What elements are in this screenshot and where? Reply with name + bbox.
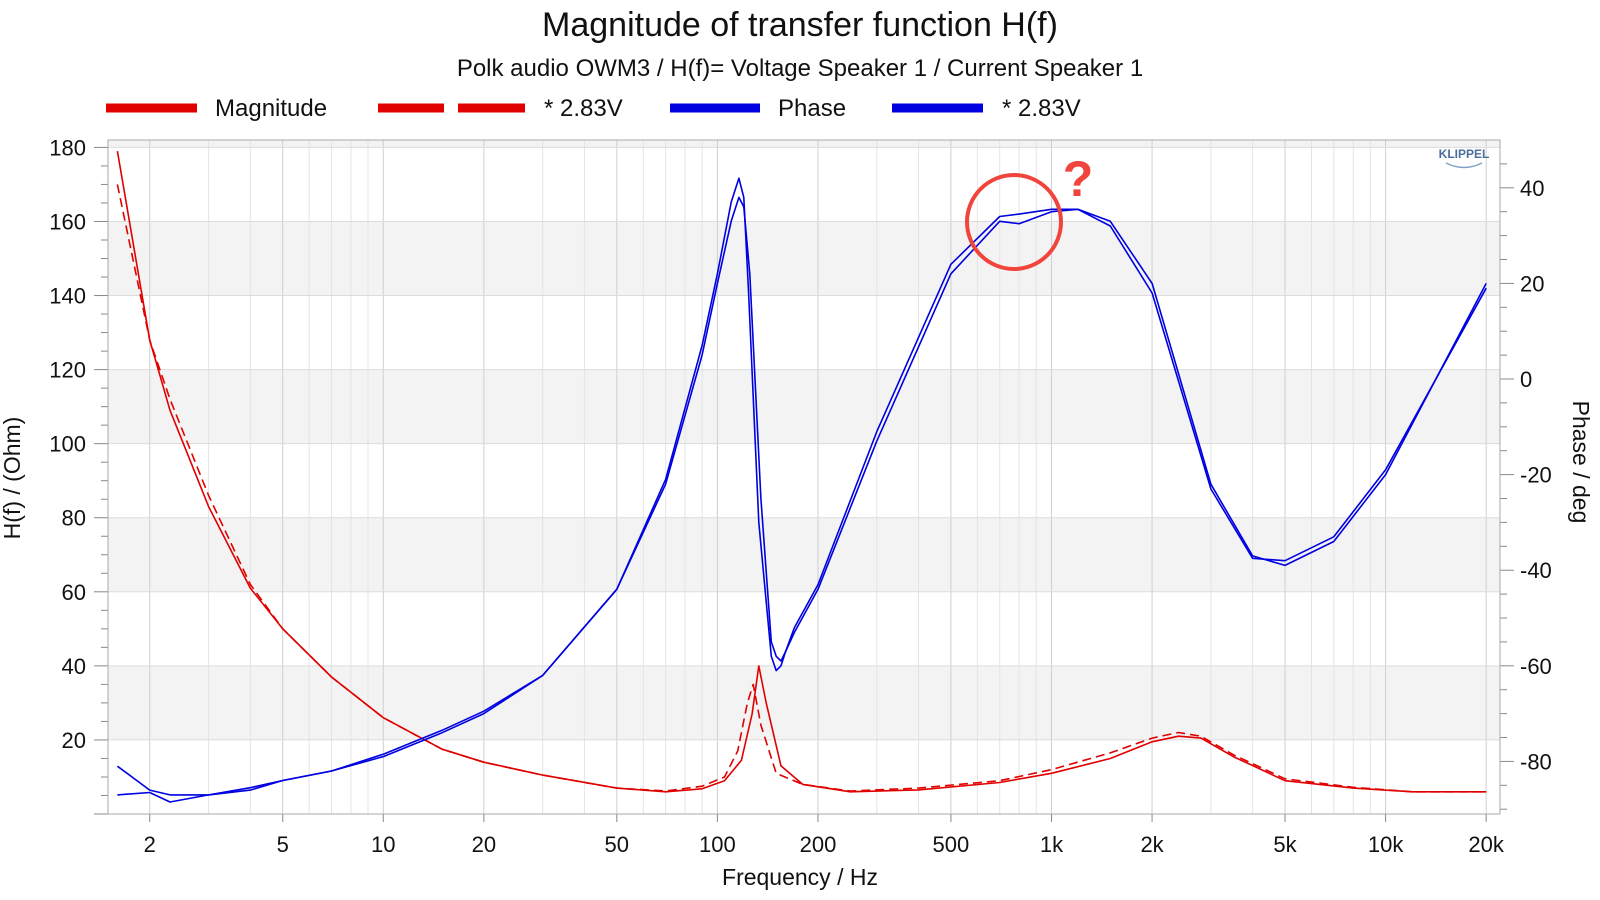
band-140 — [108, 221, 1500, 296]
y2-tick-label-0: 0 — [1520, 367, 1532, 392]
plot-frame — [107, 139, 1501, 815]
x-tick-label-50: 50 — [605, 832, 629, 857]
y2-tick-label-40: 40 — [1520, 176, 1544, 201]
y-axis-title: H(f) / (Ohm) — [0, 417, 25, 540]
y-tick-label-80: 80 — [62, 506, 86, 531]
y2-tick-label--20: -20 — [1520, 463, 1552, 488]
y-tick-label-120: 120 — [49, 358, 86, 383]
x-axis-tick-labels: 2 5 10 20 50 100 200 500 1k 2k 5k 10k 20k — [144, 832, 1505, 857]
legend-label-3: * 2.83V — [1002, 95, 1081, 122]
band-20 — [108, 665, 1500, 740]
klippel-logo: KLIPPEL — [1439, 147, 1490, 169]
band-120 — [108, 295, 1500, 370]
y2-tick-label--60: -60 — [1520, 654, 1552, 679]
axis-ticks — [94, 146, 1514, 822]
x-axis-title: Frequency / Hz — [722, 864, 878, 890]
series-line-magnitude-0 — [116, 150, 1487, 793]
grid-lines — [108, 140, 1500, 814]
x-tick-label-5k: 5k — [1273, 832, 1297, 857]
legend-label-0: Magnitude — [215, 95, 327, 122]
question-annotation: ? — [965, 151, 1094, 271]
band-0 — [108, 739, 1500, 814]
chart-title: Magnitude of transfer function H(f) — [542, 6, 1058, 44]
x-tick-label-100: 100 — [699, 832, 736, 857]
x-tick-label-200: 200 — [800, 832, 837, 857]
series-line-phase-3 — [116, 177, 1487, 796]
y-tick-label-160: 160 — [49, 209, 86, 234]
band-180 — [108, 140, 1500, 148]
x-tick-label-20: 20 — [472, 832, 496, 857]
right-axis-tick-labels: -80 -60 -40 -20 0 20 40 — [1520, 176, 1552, 775]
y2-tick-label-20: 20 — [1520, 271, 1544, 296]
x-tick-label-5: 5 — [277, 832, 289, 857]
plot-background-bands — [108, 140, 1500, 814]
x-tick-label-20k: 20k — [1468, 832, 1504, 857]
y-tick-label-60: 60 — [62, 580, 86, 605]
series-line-phase-2 — [117, 196, 1487, 803]
y-tick-label-180: 180 — [49, 135, 86, 160]
x-tick-label-2: 2 — [144, 832, 156, 857]
y-axis-tick-labels: 20 40 60 80 100 120 140 160 180 — [49, 135, 86, 753]
legend-label-1: * 2.83V — [544, 95, 623, 122]
x-tick-label-500: 500 — [933, 832, 970, 857]
y2-tick-label--40: -40 — [1520, 558, 1552, 583]
y2-tick-label--80: -80 — [1520, 749, 1552, 774]
band-40 — [108, 591, 1500, 666]
logo-swoosh-icon — [1445, 162, 1483, 169]
klippel-logo-text: KLIPPEL — [1439, 147, 1490, 161]
chart-subtitle: Polk audio OWM3 / H(f)= Voltage Speaker … — [457, 55, 1143, 82]
highlight-circle — [965, 173, 1063, 271]
y-tick-label-20: 20 — [62, 728, 86, 753]
x-tick-label-2k: 2k — [1140, 832, 1164, 857]
band-100 — [108, 369, 1500, 444]
band-160 — [108, 147, 1500, 222]
x-tick-label-1k: 1k — [1040, 832, 1064, 857]
band-80 — [108, 443, 1500, 518]
y-tick-label-140: 140 — [49, 284, 86, 309]
y-tick-label-40: 40 — [62, 654, 86, 679]
x-tick-label-10k: 10k — [1368, 832, 1404, 857]
series-layer — [116, 150, 1487, 803]
y-tick-label-100: 100 — [49, 432, 86, 457]
x-tick-label-10: 10 — [371, 832, 395, 857]
legend-label-2: Phase — [778, 95, 846, 122]
band-60 — [108, 517, 1500, 592]
chart-legend: Magnitude * 2.83V Phase * 2.83V — [106, 95, 1081, 122]
right-axis-title: Phase / deg — [1568, 401, 1594, 524]
annotation-question-mark: ? — [1063, 151, 1094, 207]
